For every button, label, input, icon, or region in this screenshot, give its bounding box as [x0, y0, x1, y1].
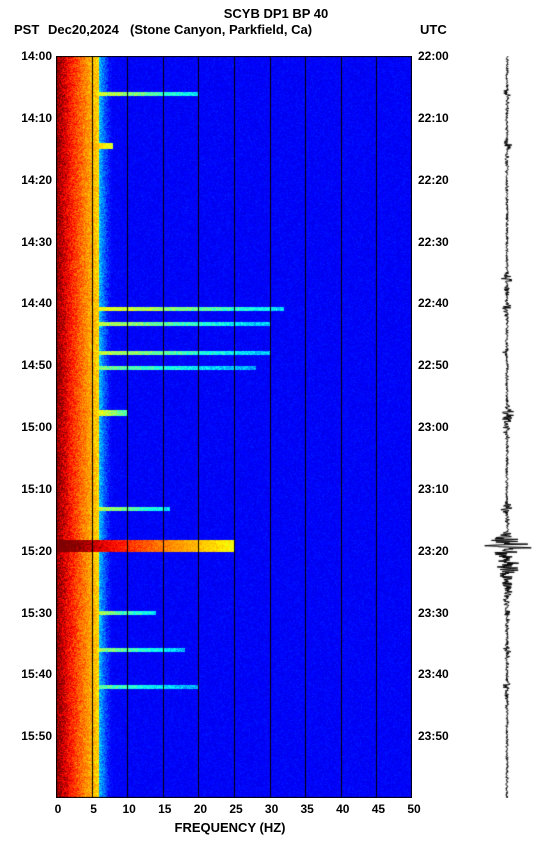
- right-tick-10: 23:40: [418, 667, 449, 681]
- left-tick-0: 14:00: [21, 49, 52, 63]
- x-tick-3: 15: [155, 802, 175, 816]
- right-tick-11: 23:50: [418, 729, 449, 743]
- spectrogram-plot: [56, 56, 412, 798]
- x-tick-5: 25: [226, 802, 246, 816]
- left-tick-8: 15:20: [21, 544, 52, 558]
- date-header: Dec20,2024: [48, 22, 119, 37]
- waveform-plot: [478, 56, 536, 798]
- left-tick-2: 14:20: [21, 173, 52, 187]
- right-tick-4: 22:40: [418, 296, 449, 310]
- loc-header: (Stone Canyon, Parkfield, Ca): [130, 22, 312, 37]
- right-tick-5: 22:50: [418, 358, 449, 372]
- x-tick-2: 10: [119, 802, 139, 816]
- left-tick-1: 14:10: [21, 111, 52, 125]
- right-tick-0: 22:00: [418, 49, 449, 63]
- right-tick-3: 22:30: [418, 235, 449, 249]
- right-tick-1: 22:10: [418, 111, 449, 125]
- right-tick-2: 22:20: [418, 173, 449, 187]
- x-tick-10: 50: [404, 802, 424, 816]
- page-root: { "header": { "line1": "SCYB DP1 BP 40",…: [0, 0, 552, 864]
- right-tick-8: 23:20: [418, 544, 449, 558]
- left-tick-9: 15:30: [21, 606, 52, 620]
- left-tick-11: 15:50: [21, 729, 52, 743]
- right-tick-7: 23:10: [418, 482, 449, 496]
- x-tick-6: 30: [262, 802, 282, 816]
- left-tick-3: 14:30: [21, 235, 52, 249]
- left-tick-4: 14:40: [21, 296, 52, 310]
- right-tick-9: 23:30: [418, 606, 449, 620]
- x-axis-label: FREQUENCY (HZ): [0, 820, 460, 835]
- x-tick-1: 5: [84, 802, 104, 816]
- x-tick-9: 45: [368, 802, 388, 816]
- left-tick-5: 14:50: [21, 358, 52, 372]
- pst-header: PST: [14, 22, 39, 37]
- title-line-1: SCYB DP1 BP 40: [0, 6, 552, 21]
- x-tick-4: 20: [190, 802, 210, 816]
- right-tick-6: 23:00: [418, 420, 449, 434]
- left-tick-6: 15:00: [21, 420, 52, 434]
- x-tick-7: 35: [297, 802, 317, 816]
- x-tick-8: 40: [333, 802, 353, 816]
- left-tick-7: 15:10: [21, 482, 52, 496]
- x-tick-0: 0: [48, 802, 68, 816]
- left-tick-10: 15:40: [21, 667, 52, 681]
- utc-header: UTC: [420, 22, 447, 37]
